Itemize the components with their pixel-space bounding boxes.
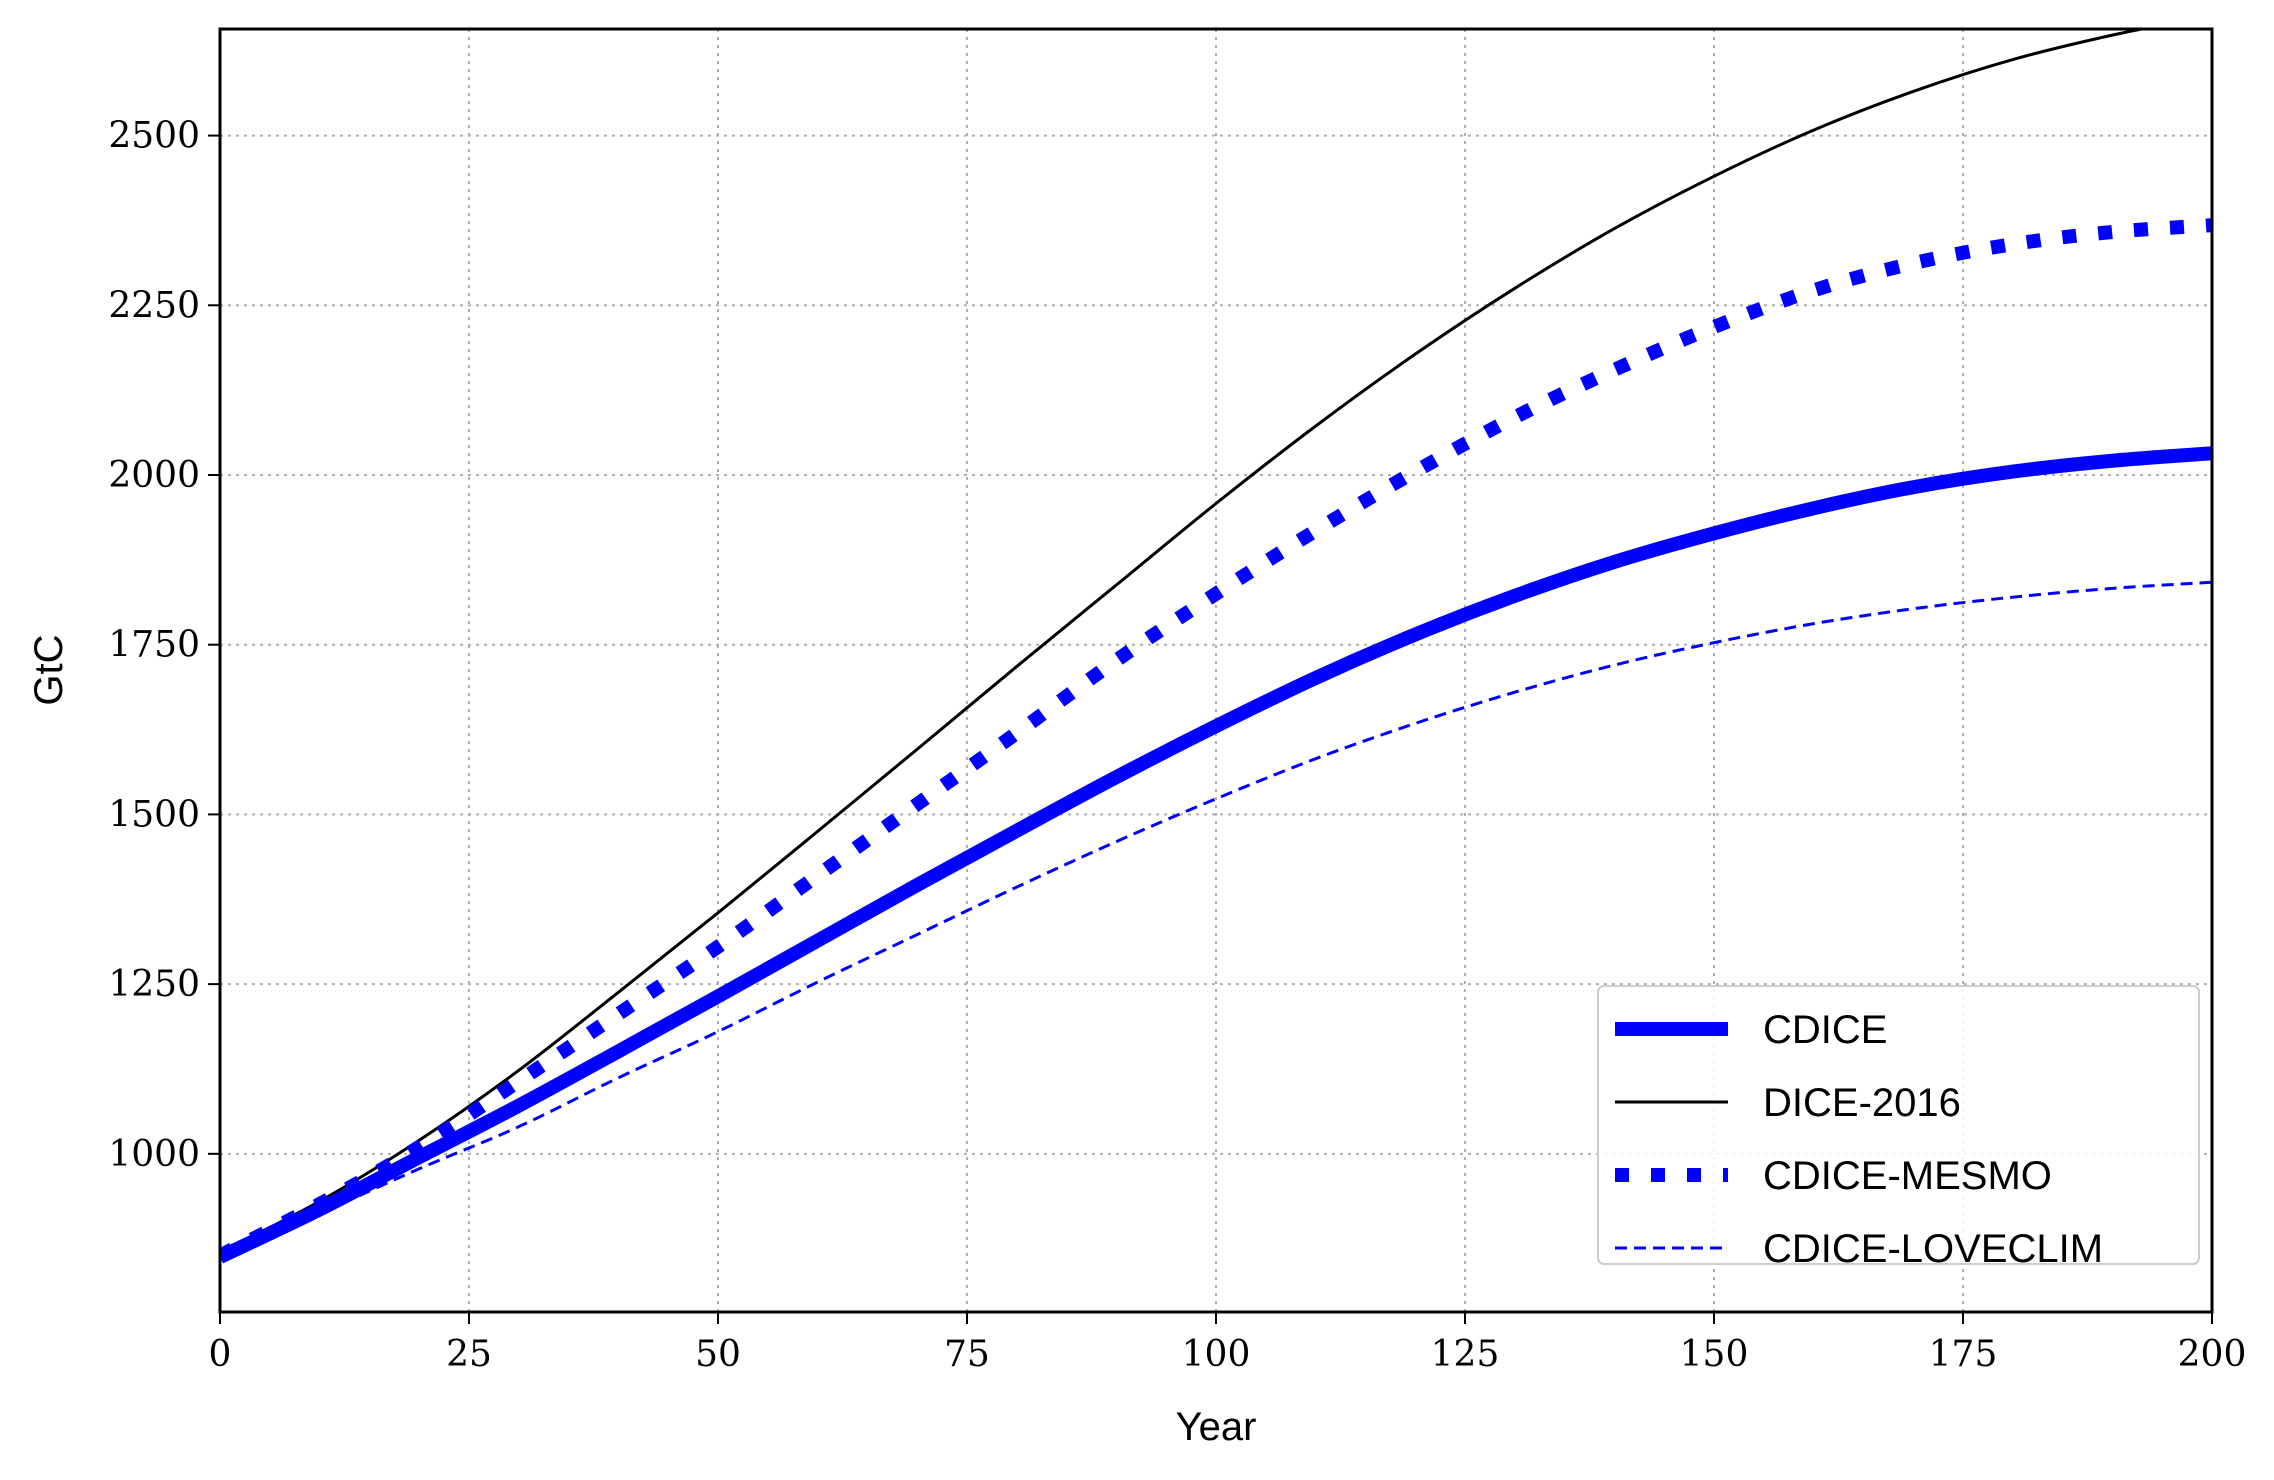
legend-label: CDICE: [1763, 1008, 1887, 1052]
legend-label: DICE-2016: [1763, 1081, 1961, 1125]
x-tick-label: 100: [1182, 1334, 1251, 1375]
x-tick-label: 125: [1431, 1334, 1500, 1375]
x-tick-label: 175: [1929, 1334, 1998, 1375]
series-layer: [220, 29, 2212, 1264]
x-tick-label: 150: [1680, 1334, 1749, 1375]
y-tick-label: 1000: [108, 1134, 200, 1175]
x-axis: 0 25 50 75 100 125 150 175 200: [209, 1312, 2247, 1375]
y-tick-label: 2000: [108, 455, 200, 496]
legend: CDICE DICE-2016 CDICE-MESMO CDICE-LOVECLIM: [1597, 985, 2200, 1271]
series-line-cdice: [220, 446, 2212, 1264]
x-tick-label: 0: [209, 1334, 232, 1375]
x-axis-title: Year: [1176, 1405, 1257, 1449]
x-tick-label: 75: [944, 1334, 990, 1375]
y-tick-label: 1750: [108, 625, 200, 666]
y-tick-label: 2500: [108, 116, 200, 157]
y-axis-title: GtC: [27, 634, 71, 705]
y-axis: 1000 1250 1500 1750 2000 2250 2500: [108, 116, 220, 1175]
y-tick-label: 1250: [108, 964, 200, 1005]
legend-label: CDICE-MESMO: [1763, 1154, 2052, 1198]
series-line-cdice-loveclim: [220, 580, 2212, 1259]
x-tick-label: 50: [695, 1334, 741, 1375]
legend-box: [1597, 985, 2200, 1265]
x-tick-label: 200: [2178, 1334, 2247, 1375]
y-tick-label: 1500: [108, 794, 200, 835]
x-tick-label: 25: [446, 1334, 492, 1375]
legend-label: CDICE-LOVECLIM: [1763, 1227, 2103, 1271]
series-line-dice-2016: [220, 29, 2150, 1254]
y-tick-label: 2250: [108, 285, 200, 326]
